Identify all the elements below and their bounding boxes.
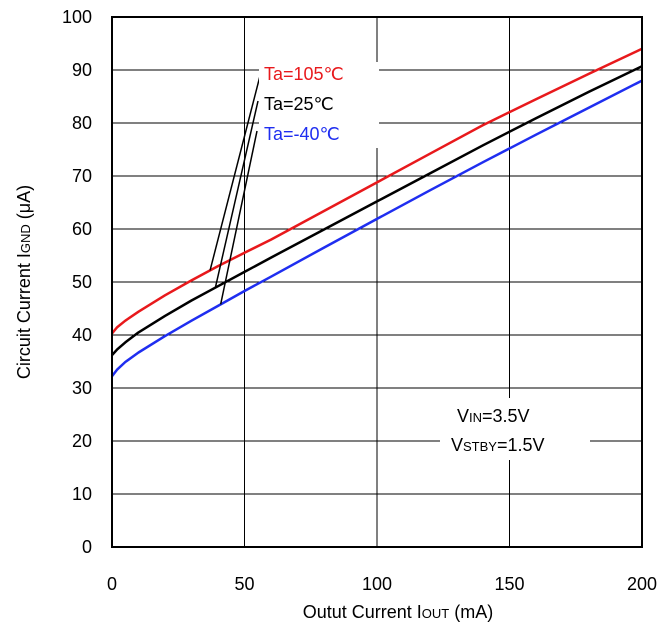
legend-leader-0 xyxy=(209,71,262,271)
series-line-0 xyxy=(111,47,643,335)
condition-vin: VIN=3.5V xyxy=(457,406,530,426)
x-tick-label: 0 xyxy=(107,574,117,594)
legend-leader-lines xyxy=(209,71,262,305)
legend-leader-1 xyxy=(214,100,259,288)
conditions-box xyxy=(440,398,590,460)
series-line-2 xyxy=(111,79,643,378)
legend-label-minus40c: Ta=-40℃ xyxy=(264,124,340,144)
y-axis-title: Circuit Current IGND (μA) xyxy=(14,185,34,379)
y-tick-label: 70 xyxy=(72,166,92,186)
x-tick-label: 200 xyxy=(627,574,657,594)
y-tick-labels: 0 10 20 30 40 50 60 70 80 90 100 xyxy=(62,7,92,557)
y-tick-label: 10 xyxy=(72,484,92,504)
legend-label-25c: Ta=25℃ xyxy=(264,94,334,114)
legend-label-105c: Ta=105℃ xyxy=(264,64,344,84)
condition-vstby: VSTBY=1.5V xyxy=(451,435,545,455)
plot-frame xyxy=(111,16,643,548)
x-axis-title: Outut Current IOUT (mA) xyxy=(303,602,494,622)
legend-leader-2 xyxy=(219,130,258,305)
x-tick-label: 150 xyxy=(494,574,524,594)
y-tick-label: 100 xyxy=(62,7,92,27)
data-series xyxy=(111,47,643,378)
y-tick-label: 40 xyxy=(72,325,92,345)
x-tick-labels: 0 50 100 150 200 xyxy=(107,574,657,594)
x-tick-label: 50 xyxy=(234,574,254,594)
y-tick-label: 20 xyxy=(72,431,92,451)
y-tick-label: 90 xyxy=(72,60,92,80)
series-line-1 xyxy=(111,65,643,356)
y-tick-label: 80 xyxy=(72,113,92,133)
x-tick-label: 100 xyxy=(362,574,392,594)
y-tick-label: 30 xyxy=(72,378,92,398)
legend-box xyxy=(259,62,379,148)
y-tick-label: 50 xyxy=(72,272,92,292)
y-tick-label: 0 xyxy=(82,537,92,557)
y-tick-label: 60 xyxy=(72,219,92,239)
